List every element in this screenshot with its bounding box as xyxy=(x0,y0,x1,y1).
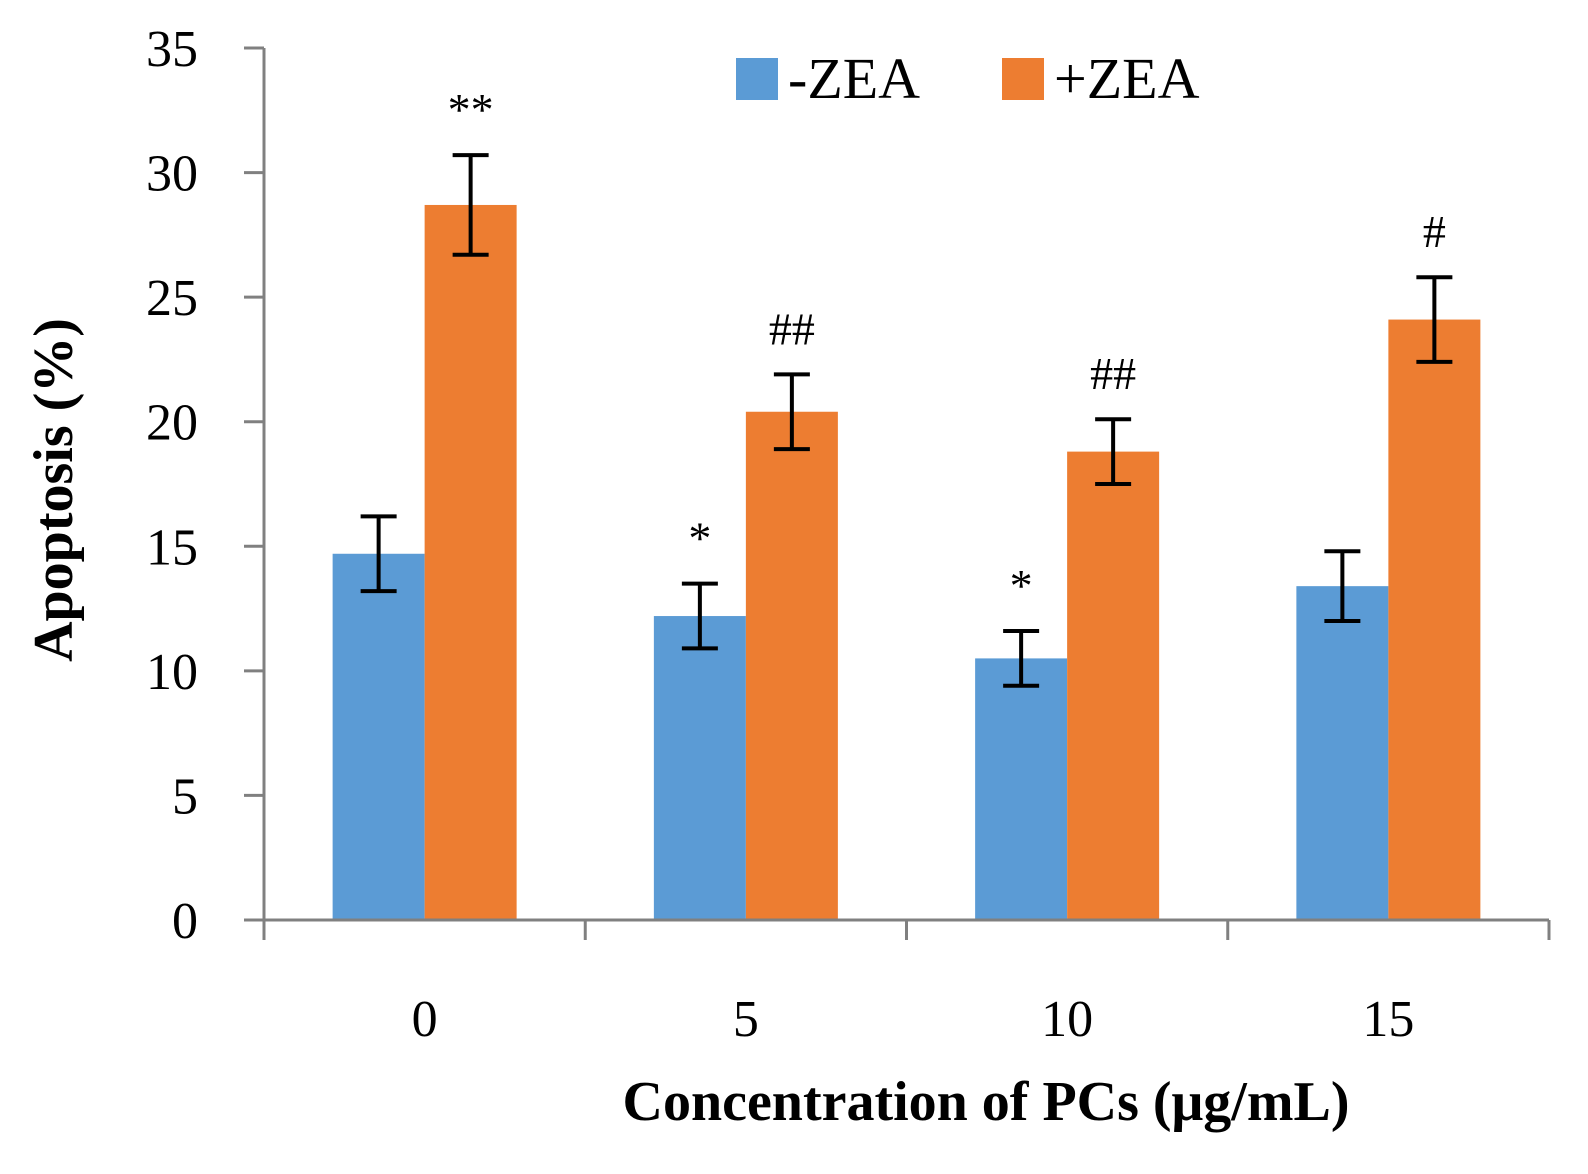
bar-zea-15 xyxy=(1388,319,1481,921)
y-tick-label: 5 xyxy=(172,768,198,825)
y-tick-label: 15 xyxy=(146,519,198,576)
significance-mark: * xyxy=(688,513,711,564)
significance-mark: ## xyxy=(1090,348,1136,399)
error-bar-zea-5 xyxy=(773,372,810,452)
bar-zea-10 xyxy=(975,658,1068,920)
plot-area: ****##### xyxy=(332,84,1481,921)
y-axis-title: Apoptosis (%) xyxy=(23,318,85,662)
axes: 0 5 10 15 20 25 30 35 0 5 10 15 xyxy=(146,21,1551,1048)
y-tick-label: 10 xyxy=(146,644,198,701)
legend-item: -ZEA xyxy=(736,46,920,111)
significance-mark: ** xyxy=(448,84,494,135)
significance-mark: # xyxy=(1423,206,1446,257)
error-bar-zea-5 xyxy=(681,581,718,651)
error-bar-zea-0 xyxy=(452,153,489,257)
legend-label: -ZEA xyxy=(788,46,920,111)
legend-label: +ZEA xyxy=(1054,46,1200,111)
error-bar-zea-15 xyxy=(1416,275,1453,364)
error-bar-zea-0 xyxy=(360,514,397,594)
x-tick-label: 15 xyxy=(1362,991,1414,1048)
x-tick-label: 10 xyxy=(1041,991,1093,1048)
legend: -ZEA +ZEA xyxy=(736,46,1200,111)
legend-swatch xyxy=(736,58,778,100)
x-axis-title: Concentration of PCs (μg/mL) xyxy=(623,1071,1350,1133)
y-tick-label: 25 xyxy=(146,270,198,327)
significance-mark: * xyxy=(1010,560,1033,611)
y-tick-label: 35 xyxy=(146,21,198,78)
x-tick-label: 0 xyxy=(412,991,438,1048)
bar-zea-0 xyxy=(332,553,425,920)
y-tick-label: 20 xyxy=(146,395,198,452)
error-bar-zea-10 xyxy=(1003,628,1040,688)
error-bar-zea-10 xyxy=(1095,417,1132,486)
legend-swatch xyxy=(1002,58,1044,100)
x-tick-label: 5 xyxy=(733,991,759,1048)
y-tick-label: 0 xyxy=(172,893,198,950)
significance-mark: ## xyxy=(769,303,815,354)
y-tick-label: 30 xyxy=(146,146,198,203)
error-bar-zea-15 xyxy=(1324,549,1361,624)
bar-zea-15 xyxy=(1296,586,1389,920)
legend-item: +ZEA xyxy=(1002,46,1200,111)
bar-zea-5 xyxy=(653,616,746,920)
bar-zea-5 xyxy=(745,411,838,920)
bar-zea-10 xyxy=(1067,451,1160,920)
bar-zea-0 xyxy=(424,204,517,920)
